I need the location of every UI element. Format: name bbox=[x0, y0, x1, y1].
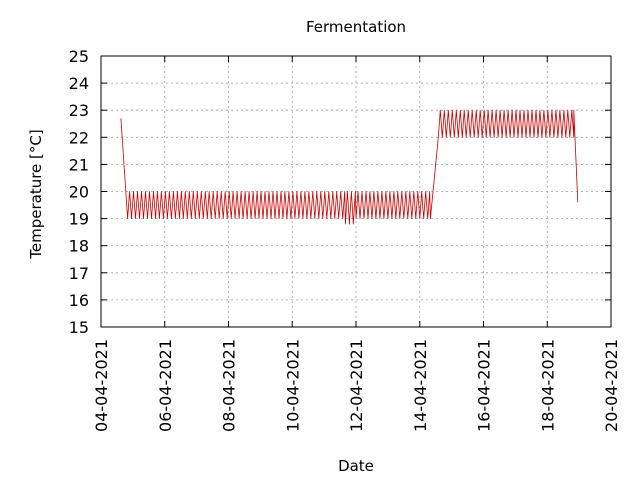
x-tick-label: 06-04-2021 bbox=[156, 339, 175, 432]
x-tick-label: 12-04-2021 bbox=[347, 339, 366, 432]
x-tick-label: 14-04-2021 bbox=[411, 339, 430, 432]
x-tick-label: 10-04-2021 bbox=[283, 339, 302, 432]
x-axis: 04-04-2021 06-04-2021 08-04-2021 10-04-2021… bbox=[92, 56, 621, 432]
chart-title: Fermentation bbox=[306, 18, 406, 36]
y-axis: 15 16 17 18 19 20 21 22 23 24 25 bbox=[69, 47, 611, 337]
x-tick-label: 04-04-2021 bbox=[92, 339, 111, 432]
y-tick-label: 25 bbox=[69, 47, 89, 66]
y-tick-label: 18 bbox=[69, 237, 89, 256]
y-tick-label: 17 bbox=[69, 264, 89, 283]
y-tick-label: 24 bbox=[69, 74, 89, 93]
y-tick-label: 21 bbox=[69, 155, 89, 174]
x-tick-label: 18-04-2021 bbox=[538, 339, 557, 432]
x-tick-label: 08-04-2021 bbox=[220, 339, 239, 432]
temperature-series-line bbox=[120, 109, 579, 225]
x-tick-label: 16-04-2021 bbox=[475, 339, 494, 432]
grid-lines bbox=[101, 56, 611, 327]
y-tick-label: 19 bbox=[69, 210, 89, 229]
series-layer bbox=[120, 109, 579, 225]
y-tick-label: 22 bbox=[69, 128, 89, 147]
y-tick-label: 15 bbox=[69, 318, 89, 337]
x-tick-label: 20-04-2021 bbox=[602, 339, 621, 432]
y-tick-label: 20 bbox=[69, 183, 89, 202]
y-axis-title: Temperature [°C] bbox=[27, 129, 45, 259]
x-axis-title: Date bbox=[338, 457, 374, 475]
y-tick-label: 16 bbox=[69, 291, 89, 310]
y-tick-label: 23 bbox=[69, 101, 89, 120]
